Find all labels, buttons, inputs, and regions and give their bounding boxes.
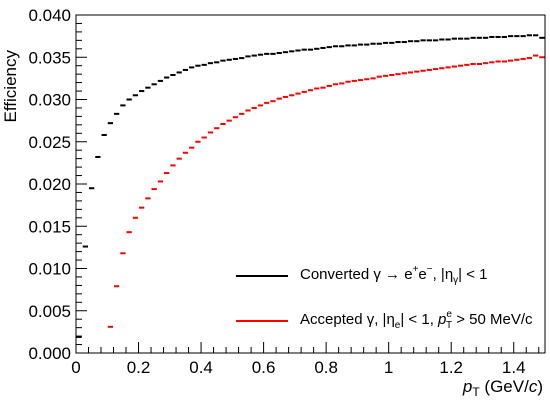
y-tick-label-7: 0.035: [28, 48, 71, 67]
y-tick-label-3: 0.015: [28, 217, 71, 236]
x-tick-label-0: 0: [71, 358, 80, 377]
x-tick-label-7: 1.4: [502, 358, 526, 377]
x-axis-title-var: p: [462, 377, 472, 396]
x-tick-label-3: 0.6: [252, 358, 276, 377]
x-axis-title-close: ): [537, 377, 543, 396]
axes: 0.000 0.005 0.010 0.015 0.020 0.025 0.030 0.035…: [28, 6, 546, 377]
x-tick-label-1: 0.2: [127, 358, 151, 377]
x-tick-label-2: 0.4: [189, 358, 213, 377]
x-axis-title: pT (GeV/c): [462, 377, 543, 399]
x-axis-title-unit: (GeV/: [480, 377, 529, 396]
x-axis-title-c: c: [529, 377, 538, 396]
y-tick-label-5: 0.025: [28, 133, 71, 152]
legend: Converted γ → e+e−, |ηγ| < 1 Accepted γ,…: [236, 264, 533, 331]
y-tick-label-8: 0.040: [28, 6, 71, 25]
y-axis-title: Efficiency: [1, 50, 20, 123]
y-tick-label-6: 0.030: [28, 91, 71, 110]
x-tick-label-4: 0.8: [314, 358, 338, 377]
y-tick-label-4: 0.020: [28, 175, 71, 194]
x-tick-label-6: 1.2: [439, 358, 463, 377]
x-tick-label-5: 1: [384, 358, 393, 377]
x-axis-title-sub: T: [472, 385, 480, 399]
plot-area: [76, 34, 545, 338]
y-tick-label-1: 0.005: [28, 302, 71, 321]
y-tick-label-0: 0.000: [28, 344, 71, 363]
legend-label-converted: Converted γ → e+e−, |ηγ| < 1: [300, 264, 488, 286]
y-tick-label-2: 0.010: [28, 260, 71, 279]
legend-label-accepted: Accepted γ, |ηe| < 1, pe T > 50 MeV/c: [300, 309, 533, 331]
